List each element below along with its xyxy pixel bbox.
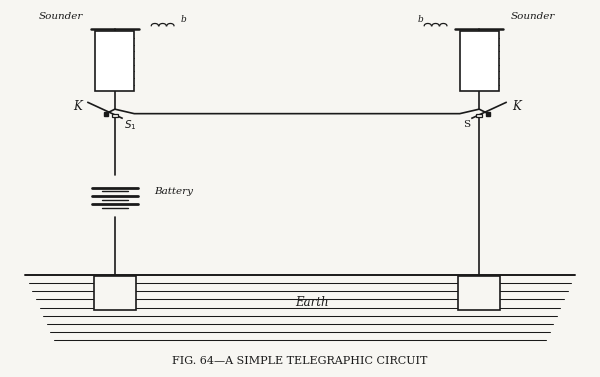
Text: Sounder: Sounder <box>511 12 555 21</box>
Text: Earth: Earth <box>295 296 329 309</box>
Text: K: K <box>73 100 82 113</box>
Bar <box>112 113 118 117</box>
Text: Battery: Battery <box>154 187 193 196</box>
Text: b: b <box>418 15 424 24</box>
Text: Sounder: Sounder <box>39 12 83 21</box>
Bar <box>460 31 499 91</box>
Bar <box>458 276 500 310</box>
Bar <box>476 113 482 117</box>
Bar <box>94 276 136 310</box>
Bar <box>95 31 134 91</box>
Text: FIG. 64—A SIMPLE TELEGRAPHIC CIRCUIT: FIG. 64—A SIMPLE TELEGRAPHIC CIRCUIT <box>172 356 428 366</box>
Text: K: K <box>512 100 521 113</box>
Text: $S_1$: $S_1$ <box>124 118 136 132</box>
Text: b: b <box>181 15 187 24</box>
Text: S: S <box>463 120 470 129</box>
